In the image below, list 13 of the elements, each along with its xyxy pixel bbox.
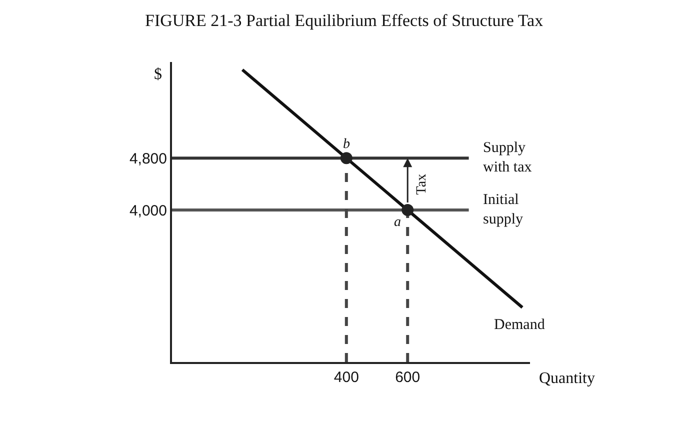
x-tick-label: 400 bbox=[334, 369, 359, 386]
annotation: Tax bbox=[414, 174, 430, 195]
y-tick-label: 4,800 bbox=[129, 150, 167, 168]
annotation: a bbox=[394, 215, 401, 230]
annotation: b bbox=[343, 137, 350, 152]
y-tick-label: 4,000 bbox=[129, 202, 167, 220]
y-axis-title: $ bbox=[154, 66, 162, 83]
series-label: Initial supply bbox=[483, 192, 524, 228]
x-tick-label: 600 bbox=[395, 369, 420, 386]
series-label: Demand bbox=[494, 317, 546, 333]
chart-title: FIGURE 21-3 Partial Equilibrium Effects of Structure Tax bbox=[145, 11, 544, 30]
x-axis-title: Quantity bbox=[539, 370, 595, 387]
series-label: Supply with tax bbox=[483, 140, 532, 176]
